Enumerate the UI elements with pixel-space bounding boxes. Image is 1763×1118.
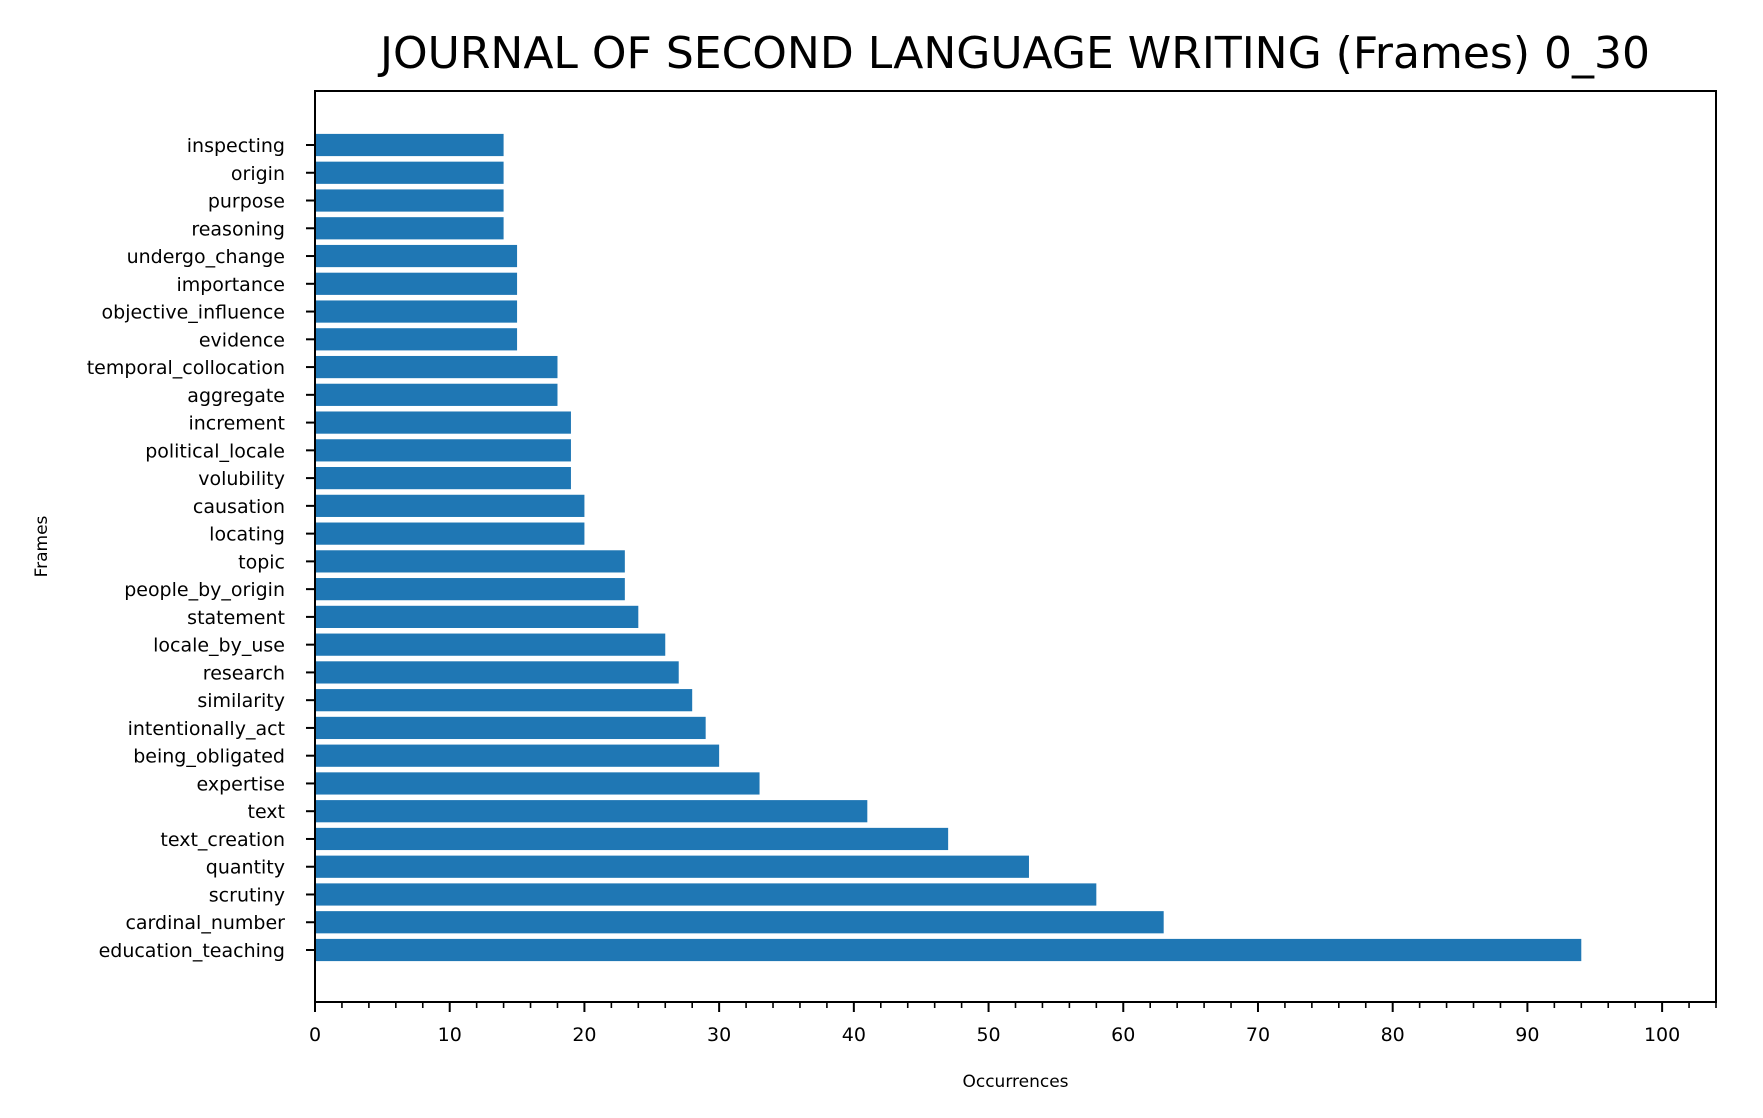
y-tick-label-cardinal_number: cardinal_number (125, 912, 285, 934)
bar-quantity (315, 855, 1029, 878)
y-tick-label-volubility: volubility (198, 468, 285, 490)
bar-scrutiny (315, 883, 1097, 906)
bar-topic (315, 550, 625, 573)
bar-intentionally_act (315, 716, 706, 740)
y-tick-label-intentionally_act: intentionally_act (128, 718, 285, 740)
y-tick-label-purpose: purpose (208, 191, 285, 213)
bar-text_creation (315, 827, 949, 851)
y-tick-label-undergo_change: undergo_change (127, 246, 285, 268)
bar-statement (315, 605, 639, 628)
y-tick-label-origin: origin (231, 163, 285, 185)
bar-locating (315, 522, 585, 545)
y-tick-label-scrutiny: scrutiny (209, 884, 285, 906)
bar-education_teaching (315, 938, 1582, 962)
x-axis-ticks: 0 10 20 30 40 50 60 70 80 90 100 (309, 1002, 1717, 1046)
y-tick-label-similarity: similarity (197, 690, 285, 712)
y-tick-label-evidence: evidence (199, 329, 285, 351)
y-tick-label-text_creation: text_creation (160, 829, 285, 851)
y-axis-label: Frames (32, 515, 52, 577)
bar-objective_influence (315, 300, 518, 323)
y-tick-label-causation: causation (193, 496, 285, 518)
bar-text (315, 800, 868, 823)
bar-reasoning (315, 217, 504, 240)
y-tick-label-education_teaching: education_teaching (99, 940, 285, 962)
x-tick-label-70: 70 (1246, 1024, 1270, 1046)
y-tick-label-aggregate: aggregate (187, 385, 285, 407)
bar-temporal_collocation (315, 355, 558, 379)
bar-locale_by_use (315, 633, 666, 656)
bar-evidence (315, 328, 518, 351)
bar-inspecting (315, 133, 504, 157)
y-tick-label-reasoning: reasoning (191, 218, 285, 240)
y-tick-label-topic: topic (238, 551, 285, 573)
x-tick-label-20: 20 (572, 1024, 596, 1046)
bar-expertise (315, 772, 760, 795)
y-tick-label-political_locale: political_locale (145, 440, 285, 462)
chart-title: JOURNAL OF SECOND LANGUAGE WRITING (Fram… (377, 28, 1650, 79)
y-tick-label-locale_by_use: locale_by_use (153, 635, 285, 657)
x-tick-label-0: 0 (309, 1024, 321, 1046)
y-tick-label-being_obligated: being_obligated (133, 746, 285, 768)
y-tick-label-increment: increment (188, 413, 285, 435)
bar-purpose (315, 189, 504, 212)
bar-political_locale (315, 439, 571, 462)
y-tick-label-quantity: quantity (206, 857, 285, 879)
x-axis-label: Occurrences (962, 1072, 1068, 1092)
y-axis-ticks: education_teaching cardinal_number scrutin… (87, 135, 315, 962)
x-tick-label-10: 10 (438, 1024, 462, 1046)
y-tick-label-importance: importance (176, 274, 285, 296)
bar-origin (315, 161, 504, 184)
x-tick-label-100: 100 (1644, 1024, 1680, 1046)
bar-increment (315, 411, 571, 434)
x-tick-label-50: 50 (976, 1024, 1000, 1046)
y-tick-label-temporal_collocation: temporal_collocation (87, 357, 285, 379)
y-tick-label-research: research (203, 662, 285, 684)
y-tick-label-inspecting: inspecting (187, 135, 285, 157)
bar-research (315, 661, 679, 684)
bar-causation (315, 494, 585, 517)
x-tick-label-30: 30 (707, 1024, 731, 1046)
bar-undergo_change (315, 244, 518, 268)
x-tick-label-40: 40 (842, 1024, 866, 1046)
bar-importance (315, 272, 518, 295)
bar-cardinal_number (315, 911, 1164, 934)
bar-similarity (315, 689, 693, 712)
y-tick-label-locating: locating (209, 524, 285, 546)
y-tick-label-people_by_origin: people_by_origin (124, 579, 285, 601)
bar-aggregate (315, 383, 558, 406)
bar-being_obligated (315, 744, 720, 767)
y-tick-label-expertise: expertise (197, 773, 285, 795)
x-tick-label-60: 60 (1111, 1024, 1135, 1046)
y-tick-label-statement: statement (187, 607, 285, 629)
x-tick-label-80: 80 (1381, 1024, 1405, 1046)
bar-volubility (315, 467, 571, 490)
x-tick-label-90: 90 (1515, 1024, 1539, 1046)
y-tick-label-text: text (248, 801, 286, 823)
bar-people_by_origin (315, 578, 625, 601)
y-tick-label-objective_influence: objective_influence (102, 302, 285, 324)
bars-group (315, 133, 1582, 962)
plot-frame (314, 90, 1717, 1003)
